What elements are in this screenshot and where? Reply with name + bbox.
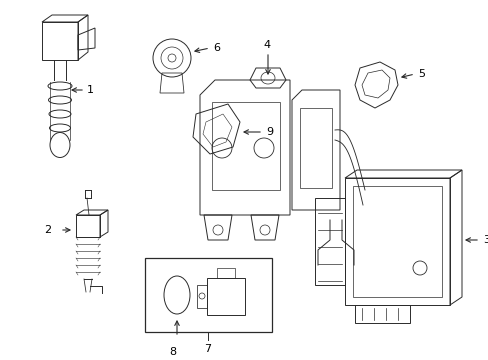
Text: 7: 7: [204, 344, 211, 354]
Text: 2: 2: [44, 225, 51, 235]
Text: 4: 4: [263, 40, 269, 50]
Text: 9: 9: [265, 127, 273, 137]
Text: 5: 5: [417, 69, 424, 79]
Text: 3: 3: [482, 235, 488, 245]
Text: 6: 6: [213, 43, 220, 53]
Text: 1: 1: [87, 85, 94, 95]
Text: 8: 8: [169, 347, 176, 357]
